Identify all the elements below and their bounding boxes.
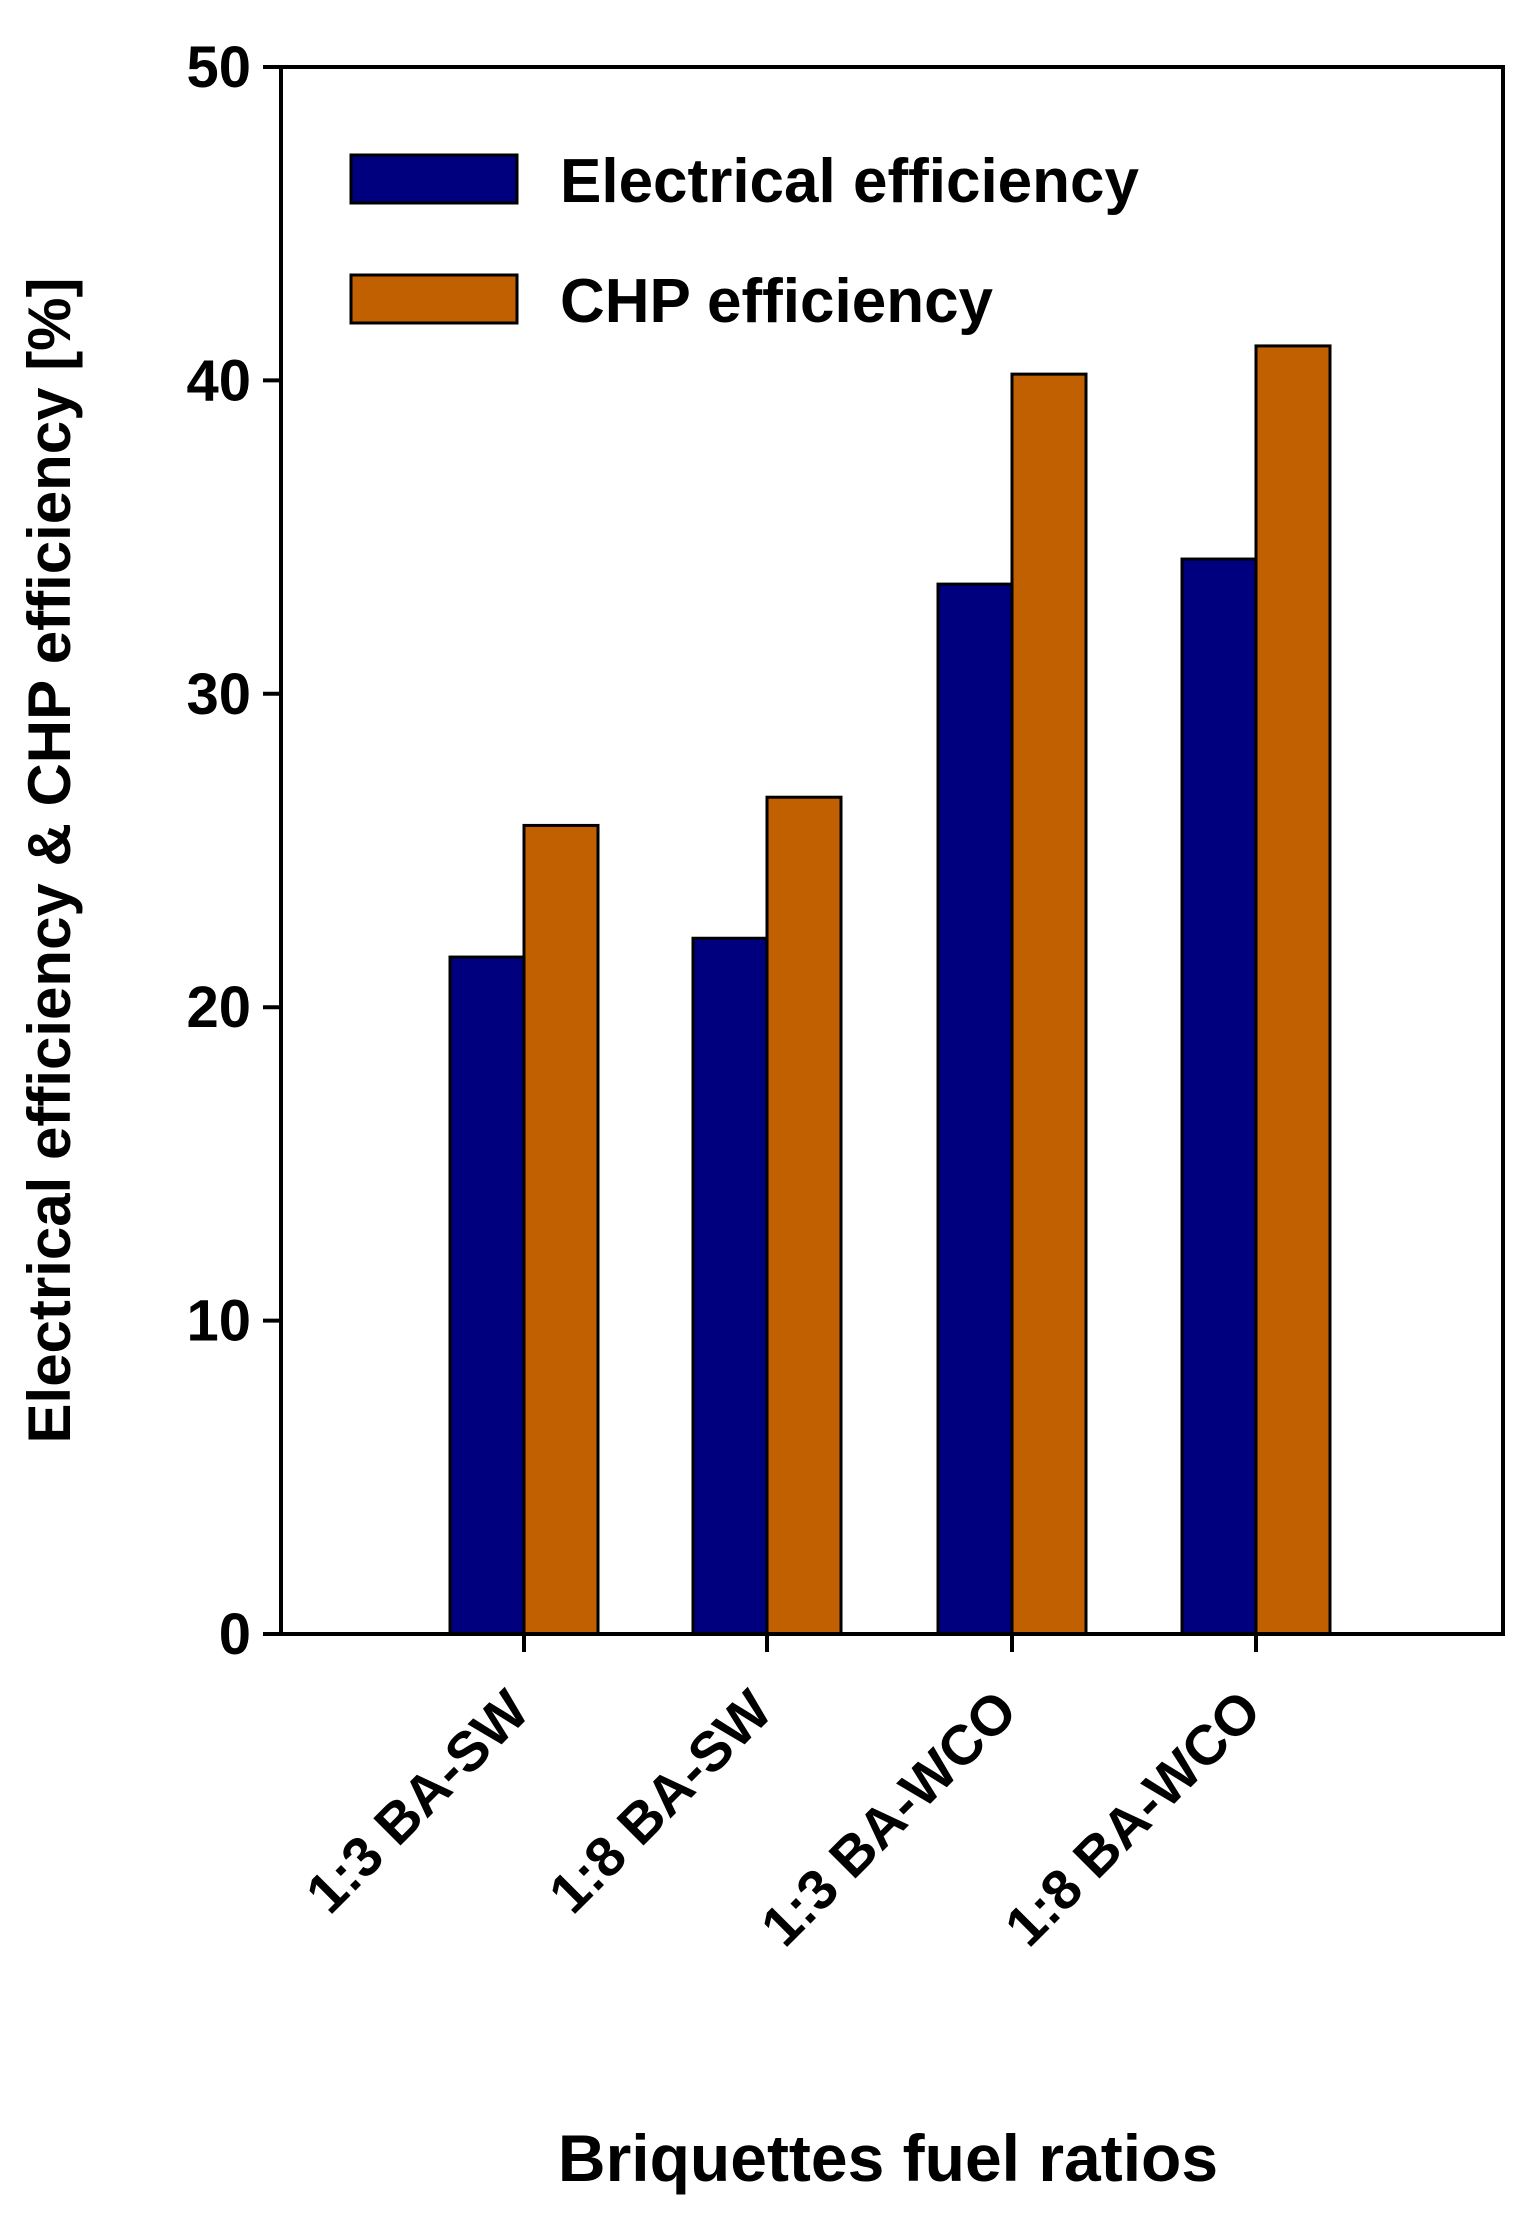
bar-electrical-efficiency — [1180, 557, 1258, 1636]
legend-swatch — [349, 273, 519, 325]
bar-chp-efficiency — [522, 823, 600, 1636]
x-axis-label: Briquettes fuel ratios — [558, 2121, 1218, 2195]
bar-chp-efficiency — [1010, 372, 1088, 1636]
legend-label: Electrical efficiency — [560, 147, 1139, 216]
x-tick-label: 1:8 BA-WCO — [993, 1678, 1273, 1958]
x-tick-label: 1:3 BA-WCO — [749, 1678, 1029, 1958]
legend-label: CHP efficiency — [560, 267, 994, 336]
y-tick-label: 20 — [186, 975, 251, 1040]
bar-chp-efficiency — [765, 795, 843, 1636]
x-tick-label: 1:3 BA-SW — [294, 1678, 541, 1925]
legend-swatch — [349, 153, 519, 205]
y-tick-label: 0 — [219, 1602, 251, 1667]
y-tick-label: 10 — [186, 1289, 251, 1354]
x-tick-label: 1:8 BA-SW — [537, 1678, 784, 1925]
y-tick-label: 50 — [186, 35, 251, 100]
y-tick-label: 30 — [186, 662, 251, 727]
bar-electrical-efficiency — [691, 936, 769, 1636]
bar-electrical-efficiency — [936, 582, 1014, 1636]
plot-frame — [279, 65, 1505, 1636]
y-tick-label: 40 — [186, 348, 251, 413]
bar-electrical-efficiency — [448, 955, 526, 1636]
bar-chp-efficiency — [1254, 344, 1332, 1636]
y-axis-label: Electrical efficiency & CHP efficiency [… — [16, 277, 83, 1443]
